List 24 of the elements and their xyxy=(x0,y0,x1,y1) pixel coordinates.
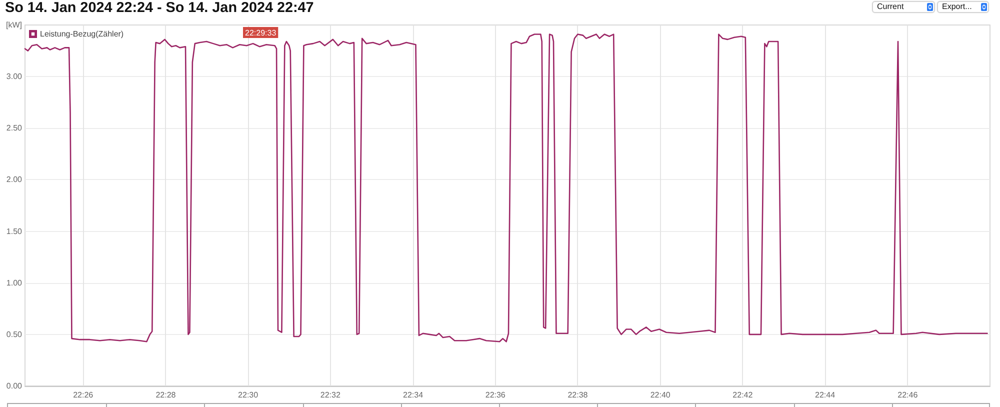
x-tick-label: 22:40 xyxy=(650,390,671,400)
view-dropdown: Current xyxy=(872,1,935,13)
x-tick-label: 22:44 xyxy=(815,390,836,400)
x-tick-label: 22:36 xyxy=(485,390,506,400)
x-tick-label: 22:38 xyxy=(568,390,588,400)
x-tick-label: 22:32 xyxy=(320,390,341,400)
x-tick-label: 22:28 xyxy=(156,390,176,400)
x-tick-label: 22:42 xyxy=(732,390,754,400)
export-dropdown: Export... xyxy=(937,1,989,13)
y-tick-label: 0.00 xyxy=(6,382,23,390)
x-tick-label: 22:34 xyxy=(403,390,424,400)
annotation: 22:29:33 xyxy=(245,28,277,38)
legend-label: Leistung-Bezug(Zähler) xyxy=(40,30,124,38)
y-axis-title: [kW] xyxy=(6,20,22,30)
y-tick-label: 2.50 xyxy=(6,124,23,133)
x-tick-label: 22:46 xyxy=(898,390,918,400)
chart-title: So 14. Jan 2024 22:24 - So 14. Jan 2024 22:47 xyxy=(5,0,314,16)
x-tick-label: 22:26 xyxy=(73,390,94,400)
x-tick-label: 22:30 xyxy=(238,390,259,400)
y-tick-label: 1.50 xyxy=(6,226,23,236)
y-tick-label: 0.50 xyxy=(6,330,23,339)
y-tick-label: 3.00 xyxy=(6,72,23,82)
y-tick-label: 1.00 xyxy=(6,278,23,288)
y-tick-label: 2.00 xyxy=(6,175,23,184)
